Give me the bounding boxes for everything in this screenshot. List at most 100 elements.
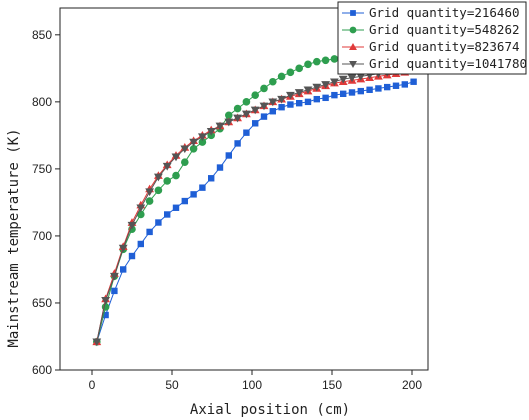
legend-entry: Grid quantity=1041780 (369, 56, 527, 71)
y-tick-label: 850 (32, 28, 52, 42)
data-point (233, 104, 242, 113)
data-point (366, 86, 373, 93)
legend-entry: Grid quantity=548262 (369, 22, 520, 37)
data-point (101, 296, 110, 305)
data-point (312, 83, 322, 92)
data-point (111, 287, 118, 295)
data-point (321, 81, 330, 89)
data-point (154, 173, 163, 182)
data-point (155, 219, 162, 226)
data-point (303, 86, 313, 95)
series-line (96, 39, 414, 342)
data-point (181, 197, 188, 205)
legend-marker (349, 43, 357, 50)
series-4 (92, 65, 418, 347)
data-point (269, 77, 277, 86)
y-tick-label: 700 (32, 229, 52, 243)
x-tick-label: 100 (242, 378, 262, 392)
series-2 (93, 36, 418, 346)
data-point (189, 138, 198, 147)
data-point (277, 72, 286, 81)
data-point (259, 102, 269, 111)
y-axis-label: Mainstream temperature (K) (6, 128, 22, 347)
series-layer (92, 36, 418, 347)
data-point (313, 57, 321, 66)
data-point (260, 113, 268, 120)
data-point (154, 186, 163, 195)
data-point (357, 87, 364, 95)
series-1 (93, 78, 417, 346)
data-point (313, 95, 320, 103)
y-tick-label: 600 (32, 363, 52, 377)
data-point (287, 101, 294, 108)
data-point (110, 272, 119, 281)
data-point (260, 84, 268, 93)
data-point (162, 162, 172, 171)
data-point (278, 104, 285, 111)
y-tick-label: 800 (32, 95, 52, 109)
y-axis-ticks: 600 650 700 750 800 850 (32, 28, 60, 377)
plot-border (59, 7, 429, 371)
data-point (410, 78, 417, 85)
data-point (295, 64, 304, 73)
data-point (286, 91, 295, 100)
data-point (330, 55, 339, 63)
y-tick-label: 750 (32, 162, 52, 176)
x-tick-label: 0 (89, 378, 96, 392)
data-point (171, 153, 181, 162)
data-point (215, 122, 225, 131)
data-point (322, 94, 329, 102)
data-point (102, 311, 109, 319)
data-point (136, 204, 146, 213)
data-point (164, 211, 171, 218)
data-point (294, 89, 304, 97)
legend-box (337, 1, 527, 75)
data-point (242, 110, 251, 119)
data-point (304, 98, 312, 106)
data-point (356, 73, 366, 81)
data-point (145, 197, 154, 205)
legend: Grid quantity=216460 Grid quantity=548262… (337, 1, 527, 75)
data-point (145, 188, 154, 197)
data-point (268, 98, 278, 107)
x-tick-label: 50 (165, 378, 179, 392)
data-point (296, 99, 303, 107)
y-tick-label: 650 (32, 296, 52, 310)
data-point (401, 81, 408, 88)
data-point (118, 244, 128, 253)
data-point (198, 138, 207, 146)
data-point (340, 90, 347, 98)
data-point (198, 133, 207, 142)
data-point (331, 91, 338, 99)
data-point (146, 228, 153, 236)
x-tick-label: 200 (402, 378, 422, 392)
data-point (321, 56, 330, 65)
data-point (234, 140, 241, 147)
data-point (347, 74, 357, 83)
legend-marker (349, 26, 357, 34)
data-point (392, 82, 400, 89)
x-axis-ticks: 0 50 100 150 200 (89, 370, 422, 392)
data-point (128, 252, 136, 260)
data-point (181, 158, 189, 166)
data-point (163, 177, 171, 185)
data-point (208, 175, 215, 182)
data-point (224, 118, 234, 127)
data-point (225, 152, 232, 159)
data-point (180, 145, 190, 154)
data-point (286, 68, 295, 77)
data-point (137, 240, 144, 248)
legend-entry: Grid quantity=823674 (369, 39, 520, 54)
plot-frame (59, 7, 429, 371)
data-point (348, 89, 356, 96)
data-point (338, 75, 348, 84)
data-point (172, 204, 180, 211)
data-point (225, 111, 233, 120)
data-point (206, 128, 216, 136)
data-point (190, 191, 197, 198)
legend-marker (350, 10, 356, 16)
data-point (250, 106, 260, 115)
data-point (251, 91, 259, 99)
data-point (330, 78, 339, 87)
